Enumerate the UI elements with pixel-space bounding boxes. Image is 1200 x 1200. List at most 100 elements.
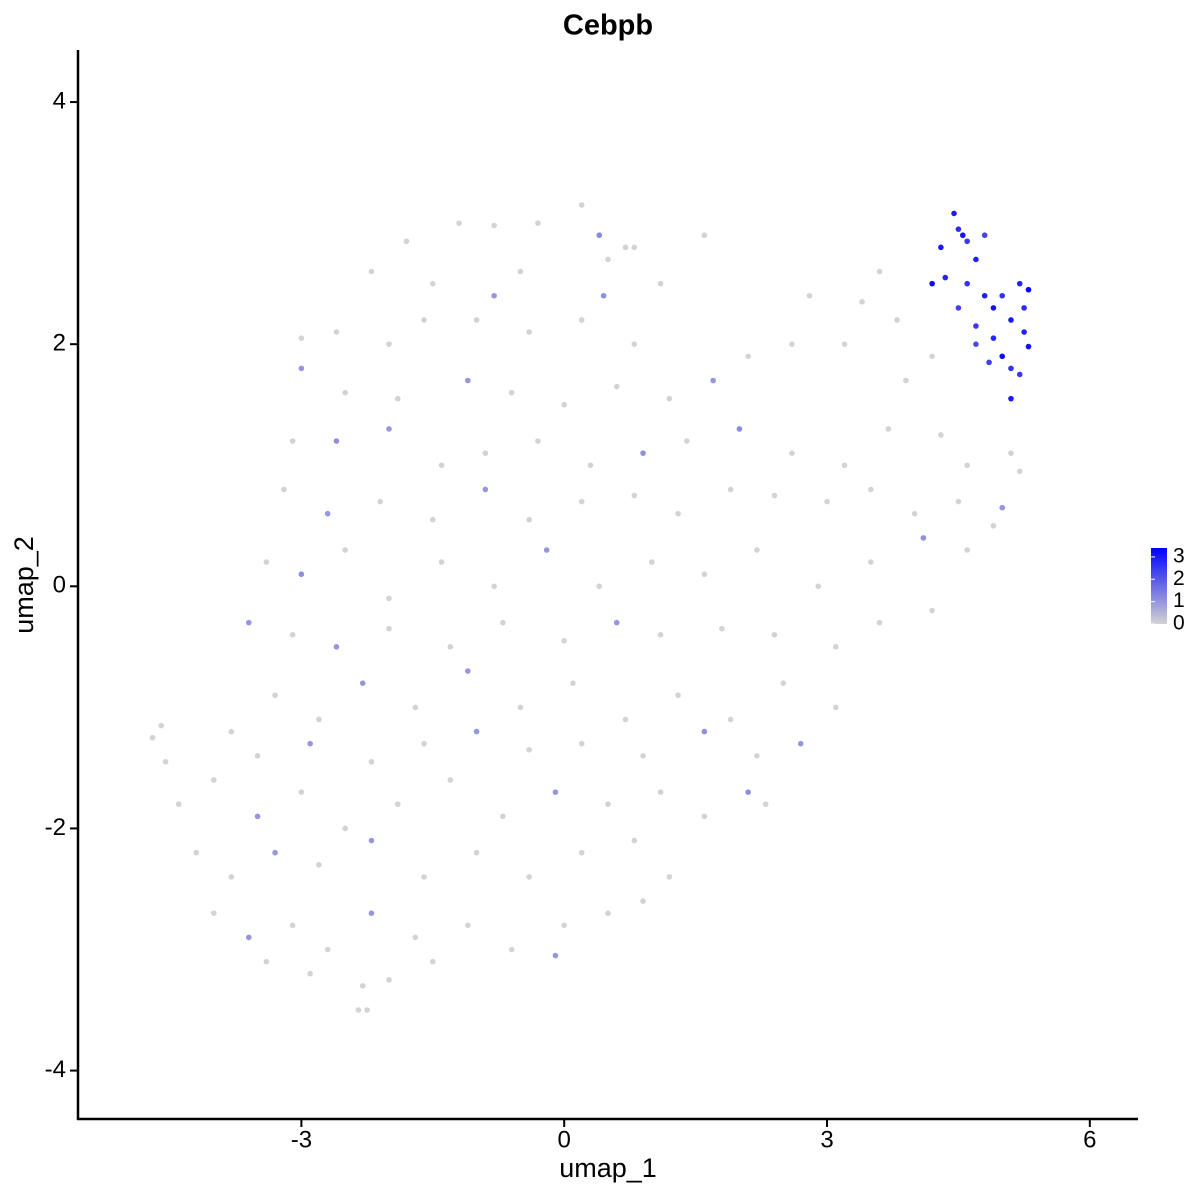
point: [727, 486, 734, 493]
point: [578, 498, 585, 505]
point: [1016, 280, 1023, 287]
point: [307, 970, 313, 977]
point: [710, 377, 716, 384]
point: [964, 462, 970, 469]
point: [841, 462, 848, 469]
point: [640, 450, 646, 456]
point: [465, 377, 471, 384]
point: [973, 341, 979, 347]
point: [815, 583, 822, 590]
point: [754, 753, 760, 759]
point: [727, 716, 734, 723]
point: [990, 335, 997, 341]
point: [596, 583, 603, 590]
point: [158, 722, 165, 729]
point: [307, 740, 313, 747]
point: [289, 631, 296, 638]
point: [465, 922, 471, 929]
point: [368, 759, 375, 765]
point: [649, 559, 655, 565]
point: [359, 680, 366, 686]
point: [942, 274, 949, 281]
point: [885, 426, 892, 432]
point: [333, 644, 340, 650]
point: [289, 438, 296, 444]
x-tick-label: 3: [820, 1126, 833, 1153]
point: [342, 825, 348, 832]
point: [719, 625, 725, 632]
point: [508, 389, 515, 396]
point: [754, 547, 760, 553]
point: [605, 801, 611, 808]
point: [911, 510, 918, 517]
point: [631, 244, 638, 251]
point: [342, 389, 348, 396]
point: [429, 280, 436, 287]
point: [789, 450, 795, 456]
point: [701, 728, 708, 735]
point: [429, 958, 436, 965]
colorbar: [1151, 548, 1167, 624]
point: [920, 535, 927, 541]
point: [246, 619, 252, 626]
point: [421, 740, 427, 747]
point: [526, 746, 532, 753]
point: [868, 559, 874, 565]
point: [447, 644, 454, 650]
point: [841, 341, 848, 347]
point: [324, 946, 331, 953]
point: [701, 232, 708, 239]
point: [359, 983, 366, 989]
point: [938, 244, 944, 251]
chart-title: Cebpb: [563, 10, 653, 42]
point: [386, 595, 392, 602]
point: [999, 292, 1006, 299]
point: [561, 401, 567, 408]
point: [473, 728, 480, 735]
point: [631, 341, 638, 347]
point: [876, 619, 883, 626]
point: [316, 716, 322, 723]
point: [955, 226, 962, 232]
point: [394, 801, 401, 808]
point: [981, 232, 988, 239]
point: [832, 704, 839, 711]
point: [701, 813, 708, 820]
point: [254, 813, 261, 820]
point: [1008, 395, 1014, 402]
point: [964, 238, 970, 245]
point: [578, 849, 585, 856]
point: [666, 395, 673, 402]
point: [929, 280, 935, 287]
point: [745, 353, 751, 360]
point: [657, 280, 664, 287]
point: [535, 438, 541, 444]
point: [929, 607, 935, 614]
point: [1008, 450, 1014, 456]
point: [333, 438, 340, 444]
point: [1025, 343, 1032, 350]
point: [955, 498, 962, 505]
x-tick-label: 0: [558, 1126, 571, 1153]
point: [386, 625, 392, 632]
point: [162, 759, 169, 765]
point: [552, 789, 559, 795]
point: [482, 450, 489, 456]
point: [412, 704, 419, 711]
point: [482, 486, 489, 493]
x-tick-label: 6: [1083, 1126, 1096, 1153]
point: [456, 220, 462, 226]
point: [552, 952, 559, 959]
point: [570, 680, 576, 686]
point: [964, 280, 970, 287]
point: [789, 341, 795, 347]
point: [491, 583, 497, 590]
x-axis-label: umap_1: [559, 1153, 657, 1183]
point: [364, 1007, 370, 1013]
point: [386, 341, 392, 347]
point: [929, 353, 935, 360]
point: [289, 922, 296, 929]
point: [1021, 305, 1027, 311]
point: [298, 365, 305, 372]
